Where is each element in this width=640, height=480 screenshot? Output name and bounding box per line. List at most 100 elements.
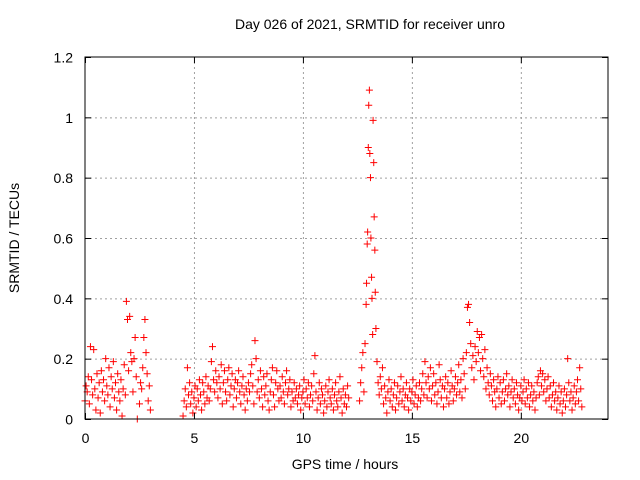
data-point: [324, 388, 332, 396]
data-point: [360, 388, 368, 396]
data-point: [182, 403, 190, 411]
data-point: [551, 397, 559, 405]
chart-title: Day 026 of 2021, SRMTID for receiver unr…: [234, 16, 505, 32]
data-point: [481, 346, 489, 354]
data-point: [392, 406, 400, 414]
data-point: [425, 385, 433, 393]
data-point: [412, 382, 420, 390]
data-point: [470, 376, 478, 384]
data-point: [103, 382, 111, 390]
y-tick-label: 1: [65, 110, 73, 126]
data-point: [492, 403, 500, 411]
data-point: [463, 303, 471, 311]
data-point: [106, 403, 114, 411]
data-point: [371, 246, 379, 254]
data-point: [539, 370, 547, 378]
data-point: [515, 406, 523, 414]
data-point: [385, 376, 393, 384]
data-point: [253, 388, 261, 396]
data-point: [303, 394, 311, 402]
data-point: [254, 376, 262, 384]
data-point: [335, 388, 343, 396]
data-point: [331, 391, 339, 399]
data-point: [126, 312, 134, 320]
data-point: [486, 370, 494, 378]
data-point: [417, 397, 425, 405]
data-point: [479, 355, 487, 363]
data-point: [541, 376, 549, 384]
data-point: [523, 394, 531, 402]
data-points: [81, 86, 586, 423]
data-point: [365, 101, 373, 109]
data-point: [146, 406, 154, 414]
data-point: [378, 364, 386, 372]
data-point: [142, 349, 150, 357]
data-point: [121, 391, 129, 399]
x-tick-label: 0: [82, 430, 90, 446]
data-point: [299, 388, 307, 396]
data-point: [420, 391, 428, 399]
data-point: [526, 403, 534, 411]
data-point: [364, 144, 372, 151]
data-point: [97, 367, 105, 375]
data-point: [259, 403, 267, 411]
data-point: [529, 397, 537, 405]
data-point: [424, 373, 432, 381]
data-point: [389, 391, 397, 399]
data-point: [319, 391, 327, 399]
data-point: [98, 388, 106, 396]
data-point: [85, 400, 93, 408]
data-point: [284, 391, 292, 399]
data-point: [572, 388, 580, 396]
data-point: [576, 364, 584, 372]
data-point: [205, 397, 213, 405]
data-point: [300, 376, 308, 384]
data-point: [430, 370, 438, 378]
data-point: [293, 400, 301, 408]
data-point: [363, 240, 371, 248]
data-point: [557, 388, 565, 396]
data-point: [519, 388, 527, 396]
data-point: [496, 379, 504, 387]
data-point: [404, 394, 412, 402]
data-point: [252, 355, 260, 363]
data-point: [372, 325, 380, 332]
data-point: [343, 403, 350, 411]
data-point: [362, 300, 370, 308]
data-point: [243, 397, 251, 405]
x-tick-label: 20: [514, 430, 530, 446]
data-point: [518, 397, 526, 405]
data-point: [377, 385, 385, 393]
data-point: [562, 403, 570, 411]
data-point: [455, 361, 463, 369]
data-point: [95, 379, 103, 387]
data-point: [226, 391, 234, 399]
data-point: [533, 379, 541, 387]
data-point: [517, 382, 525, 390]
data-point: [327, 400, 335, 408]
data-point: [454, 379, 462, 387]
data-point: [129, 388, 137, 396]
data-point: [242, 385, 250, 393]
data-point: [305, 403, 313, 411]
data-point: [107, 373, 115, 381]
data-point: [325, 376, 333, 384]
data-point: [210, 376, 218, 384]
data-point: [264, 397, 272, 405]
data-point: [450, 385, 458, 393]
data-point: [402, 379, 410, 387]
data-point: [442, 373, 450, 381]
data-point: [109, 358, 117, 366]
data-point: [462, 349, 470, 357]
data-point: [82, 382, 90, 390]
data-point: [482, 385, 490, 393]
data-point: [495, 394, 503, 402]
data-point: [388, 403, 396, 411]
data-point: [458, 394, 466, 402]
data-point: [132, 373, 140, 381]
data-point: [88, 376, 96, 384]
data-point: [198, 406, 206, 414]
data-point: [382, 394, 390, 402]
data-point: [435, 361, 443, 369]
